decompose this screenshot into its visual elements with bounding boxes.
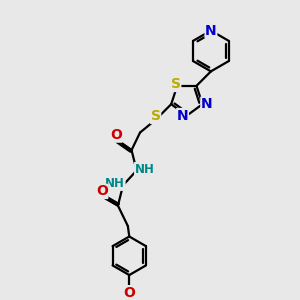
Text: O: O: [96, 184, 108, 199]
Text: N: N: [205, 24, 217, 38]
Text: O: O: [110, 128, 122, 142]
Text: N: N: [201, 97, 212, 111]
Text: NH: NH: [105, 177, 125, 190]
Text: S: S: [171, 77, 181, 92]
Text: NH: NH: [135, 163, 155, 176]
Text: S: S: [151, 110, 160, 123]
Text: O: O: [123, 286, 135, 300]
Text: N: N: [177, 109, 188, 123]
